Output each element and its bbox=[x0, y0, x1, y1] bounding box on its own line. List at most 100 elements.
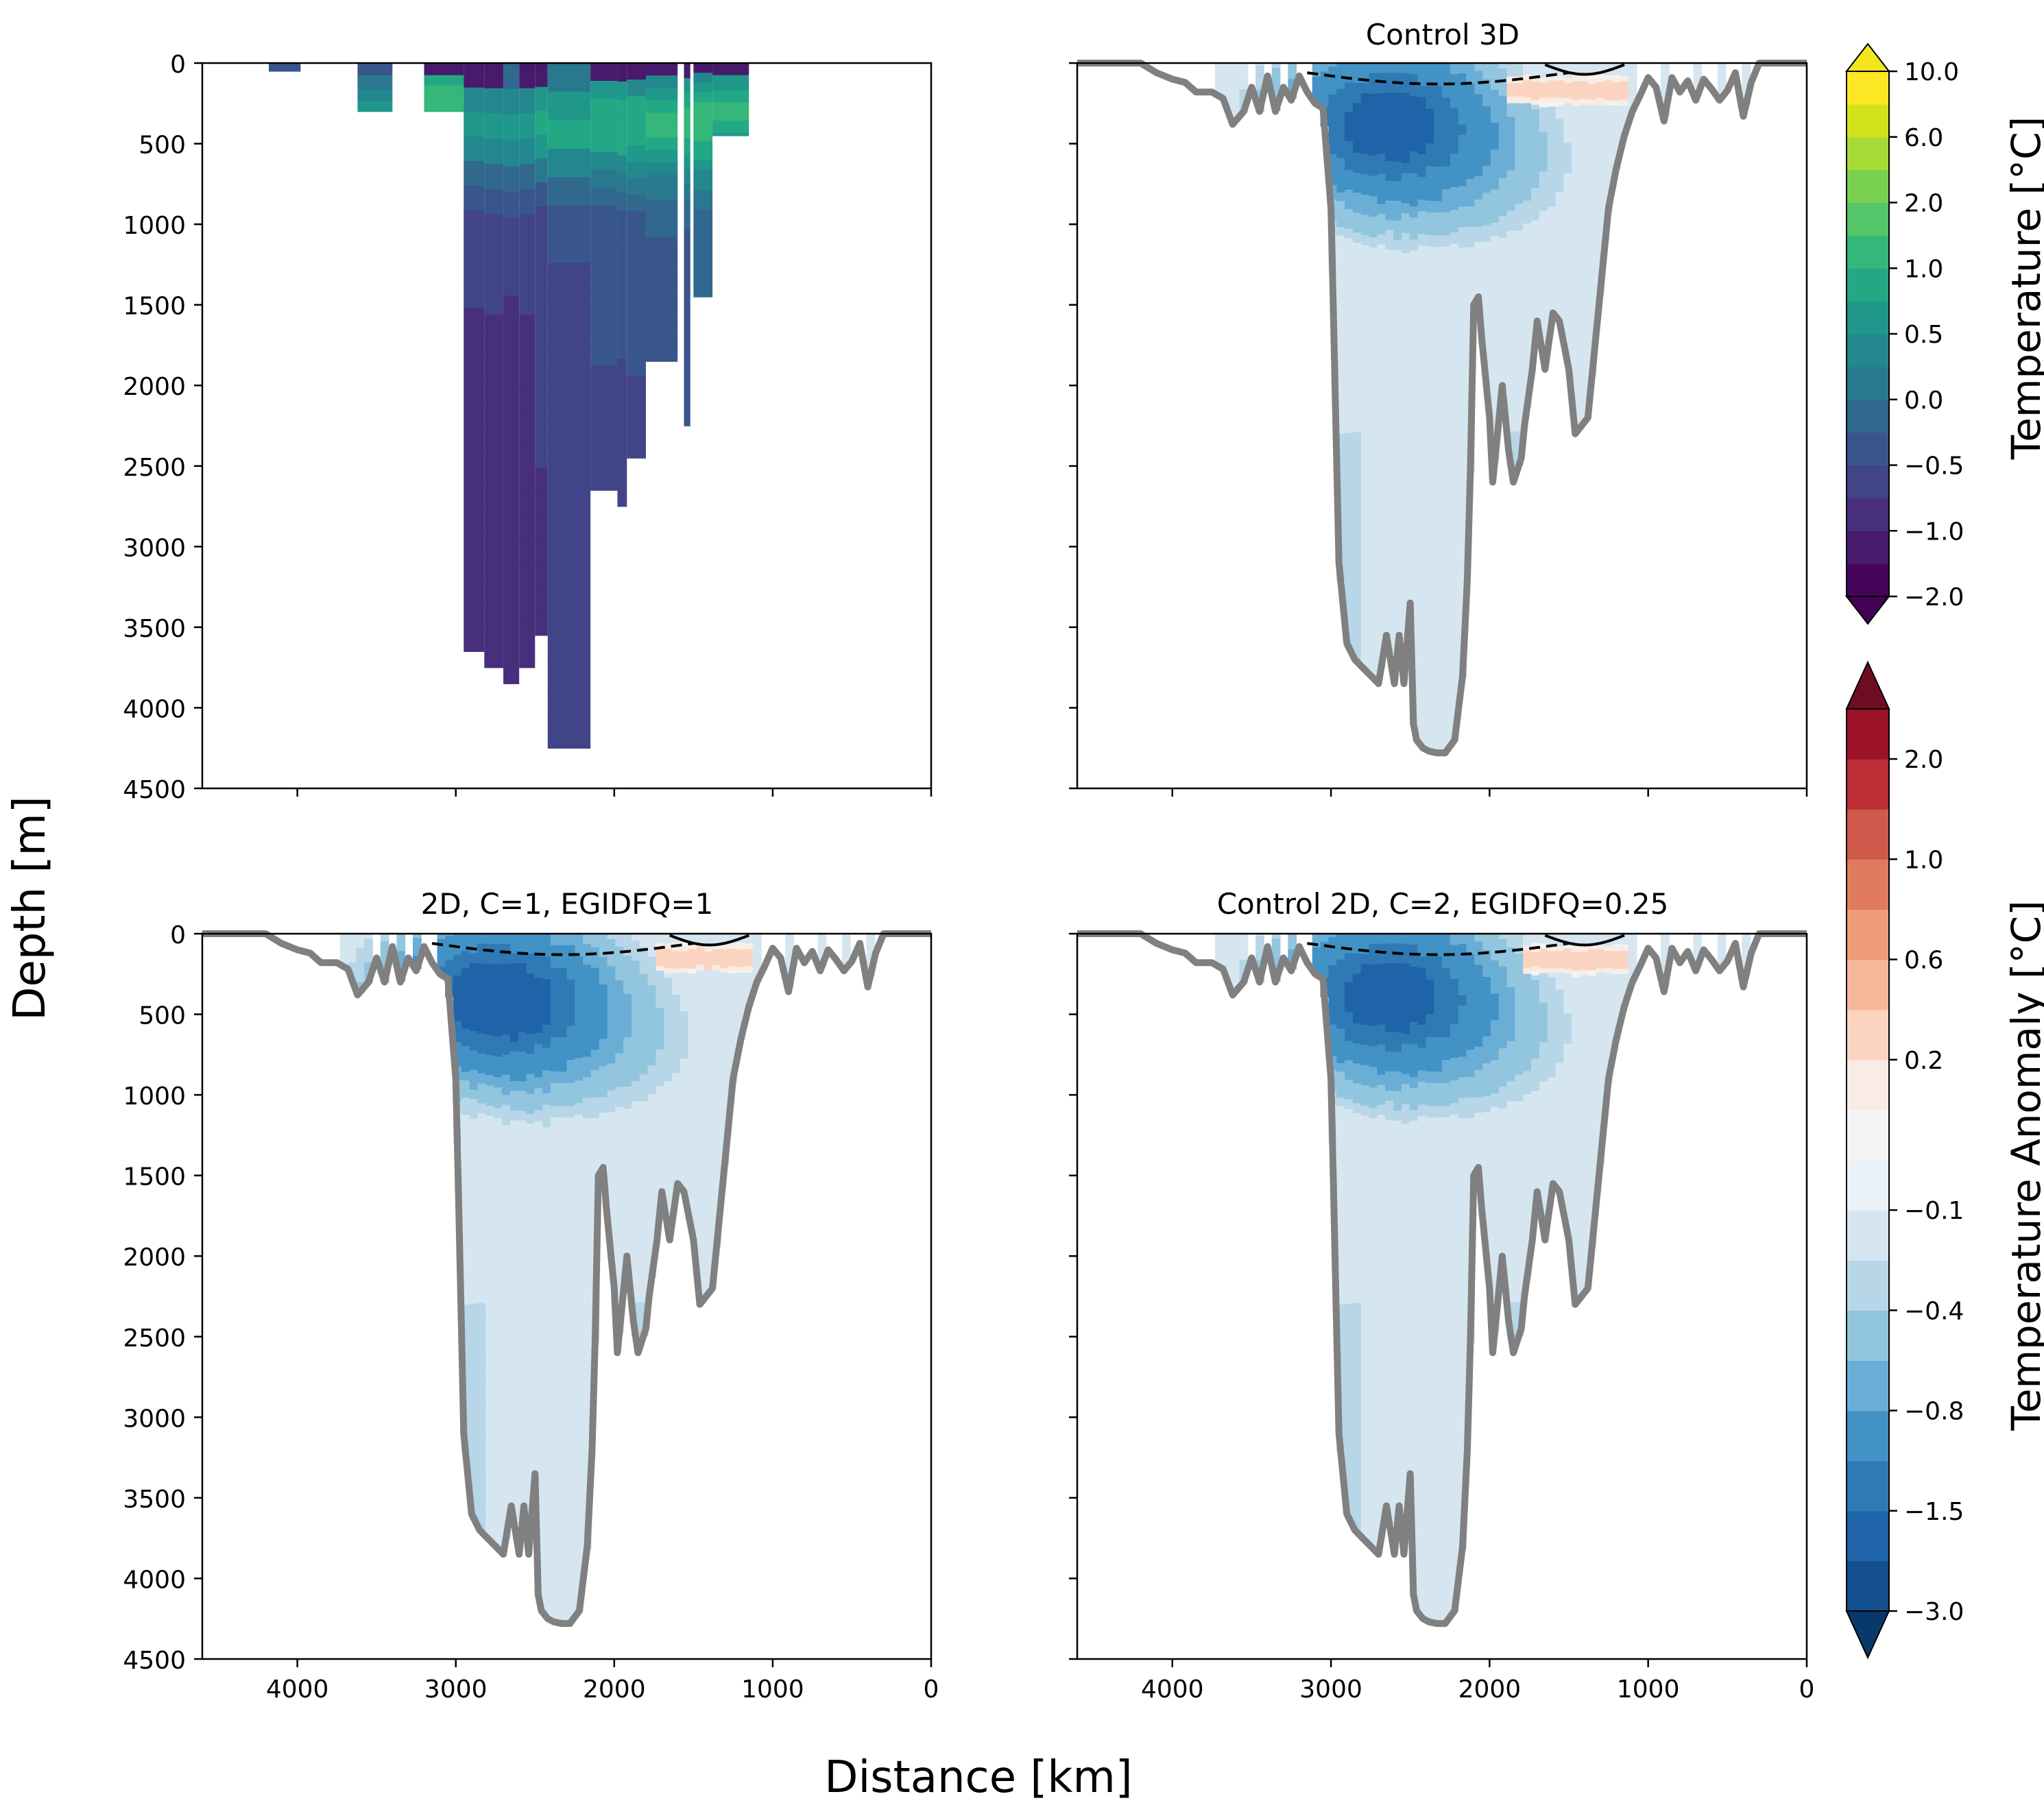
temperature-cell bbox=[464, 553, 485, 579]
anomaly-cell bbox=[1531, 308, 1540, 314]
anomaly-cell bbox=[1426, 132, 1434, 144]
anomaly-cell bbox=[550, 1427, 560, 1440]
anomaly-cell bbox=[1547, 210, 1556, 216]
anomaly-cell bbox=[542, 1412, 551, 1425]
anomaly-cell bbox=[469, 1031, 479, 1042]
anomaly-cell bbox=[558, 1209, 568, 1222]
anomaly-cell bbox=[1717, 91, 1727, 93]
anomaly-cell bbox=[364, 952, 373, 954]
anomaly-cell bbox=[453, 1049, 462, 1053]
anomaly-cell bbox=[396, 951, 406, 953]
temperature-cell bbox=[590, 223, 618, 242]
anomaly-cell bbox=[1620, 84, 1629, 87]
anomaly-cell bbox=[1458, 401, 1467, 413]
anomaly-cell bbox=[1377, 435, 1386, 447]
anomaly-cell bbox=[348, 953, 357, 955]
anomaly-cell bbox=[437, 939, 446, 941]
anomaly-cell bbox=[396, 941, 406, 943]
anomaly-cell bbox=[1515, 130, 1524, 138]
anomaly-cell bbox=[1385, 269, 1394, 280]
anomaly-cell bbox=[1417, 63, 1427, 75]
anomaly-cell bbox=[502, 1125, 511, 1136]
anomaly-cell bbox=[534, 1320, 543, 1331]
anomaly-cell bbox=[518, 1297, 527, 1308]
anomaly-cell bbox=[1401, 243, 1410, 254]
anomaly-cell bbox=[437, 936, 446, 939]
anomaly-cell bbox=[1661, 67, 1670, 69]
anomaly-cell bbox=[1360, 204, 1370, 216]
anomaly-cell bbox=[1506, 69, 1516, 77]
anomaly-cell bbox=[502, 1276, 511, 1287]
anomaly-cell bbox=[558, 934, 568, 946]
anomaly-cell bbox=[1434, 143, 1443, 156]
anomaly-cell bbox=[1255, 86, 1264, 88]
anomaly-cell bbox=[1223, 90, 1232, 92]
anomaly-cell bbox=[1409, 383, 1419, 395]
anomaly-cell bbox=[1352, 631, 1362, 642]
anomaly-cell bbox=[526, 983, 536, 995]
anomaly-cell bbox=[1539, 97, 1548, 104]
anomaly-cell bbox=[1596, 232, 1605, 237]
anomaly-cell bbox=[1555, 257, 1565, 263]
anomaly-cell bbox=[1458, 473, 1467, 485]
anomaly-cell bbox=[1288, 73, 1297, 75]
anomaly-cell bbox=[1563, 183, 1572, 189]
anomaly-cell bbox=[1482, 160, 1491, 167]
anomaly-cell bbox=[1474, 82, 1483, 87]
anomaly-cell bbox=[1239, 95, 1249, 97]
anomaly-cell bbox=[339, 939, 349, 941]
anomaly-cell bbox=[1579, 81, 1589, 88]
anomaly-cell bbox=[1506, 143, 1516, 151]
anomaly-cell bbox=[1434, 546, 1443, 558]
anomaly-cell bbox=[1482, 144, 1491, 150]
anomaly-cell bbox=[1401, 173, 1410, 184]
anomaly-cell bbox=[502, 1145, 511, 1157]
anomaly-cell bbox=[1401, 483, 1410, 494]
anomaly-cell bbox=[1555, 214, 1565, 219]
anomaly-cell bbox=[1385, 387, 1394, 398]
anomaly-cell bbox=[1474, 141, 1483, 146]
anomaly-cell bbox=[1385, 112, 1394, 123]
anomaly-cell bbox=[469, 1333, 479, 1344]
anomaly-cell bbox=[1320, 92, 1330, 95]
temperature-cell bbox=[627, 359, 647, 376]
anomaly-cell bbox=[1539, 280, 1548, 286]
anomaly-cell bbox=[1547, 271, 1556, 277]
anomaly-cell bbox=[1450, 481, 1459, 493]
temperature-cell bbox=[684, 78, 690, 94]
anomaly-cell bbox=[1312, 71, 1321, 73]
anomaly-cell bbox=[364, 965, 373, 967]
anomaly-cell bbox=[1417, 256, 1427, 269]
anomaly-cell bbox=[1288, 84, 1297, 86]
anomaly-cell bbox=[1288, 71, 1297, 73]
anomaly-cell bbox=[356, 943, 365, 945]
anomaly-cell bbox=[1458, 155, 1467, 167]
anomaly-cell bbox=[339, 936, 349, 939]
anomaly-cell bbox=[575, 1385, 584, 1398]
anomaly-cell bbox=[469, 1069, 479, 1080]
anomaly-cell bbox=[1596, 221, 1605, 226]
anomaly-cell bbox=[1563, 228, 1572, 234]
panel-2d-c1: 2D, C=1, EGIDFQ=1 0500100015002000250030… bbox=[123, 887, 939, 1704]
anomaly-cell bbox=[1360, 225, 1370, 236]
anomaly-cell bbox=[461, 1175, 470, 1185]
anomaly-cell bbox=[502, 1044, 511, 1056]
temperature-cell bbox=[519, 516, 536, 542]
anomaly-cell bbox=[518, 1199, 527, 1210]
anomaly-cell bbox=[339, 937, 349, 939]
anomaly-cell bbox=[1531, 169, 1540, 175]
anomaly-cell bbox=[380, 954, 389, 956]
temperature-cell bbox=[424, 63, 464, 66]
anomaly-cell bbox=[534, 1396, 543, 1409]
anomaly-cell bbox=[534, 1099, 543, 1111]
anomaly-cell bbox=[1572, 106, 1580, 113]
anomaly-cell bbox=[1393, 367, 1402, 378]
anomaly-cell bbox=[469, 1177, 479, 1188]
anomaly-cell bbox=[1717, 69, 1727, 71]
anomaly-cell bbox=[1474, 168, 1483, 173]
anomaly-cell bbox=[575, 1283, 584, 1296]
anomaly-cell bbox=[364, 936, 373, 939]
temperature-cell bbox=[646, 237, 678, 250]
temperature-cell bbox=[484, 642, 504, 668]
temperature-cell bbox=[627, 63, 647, 80]
